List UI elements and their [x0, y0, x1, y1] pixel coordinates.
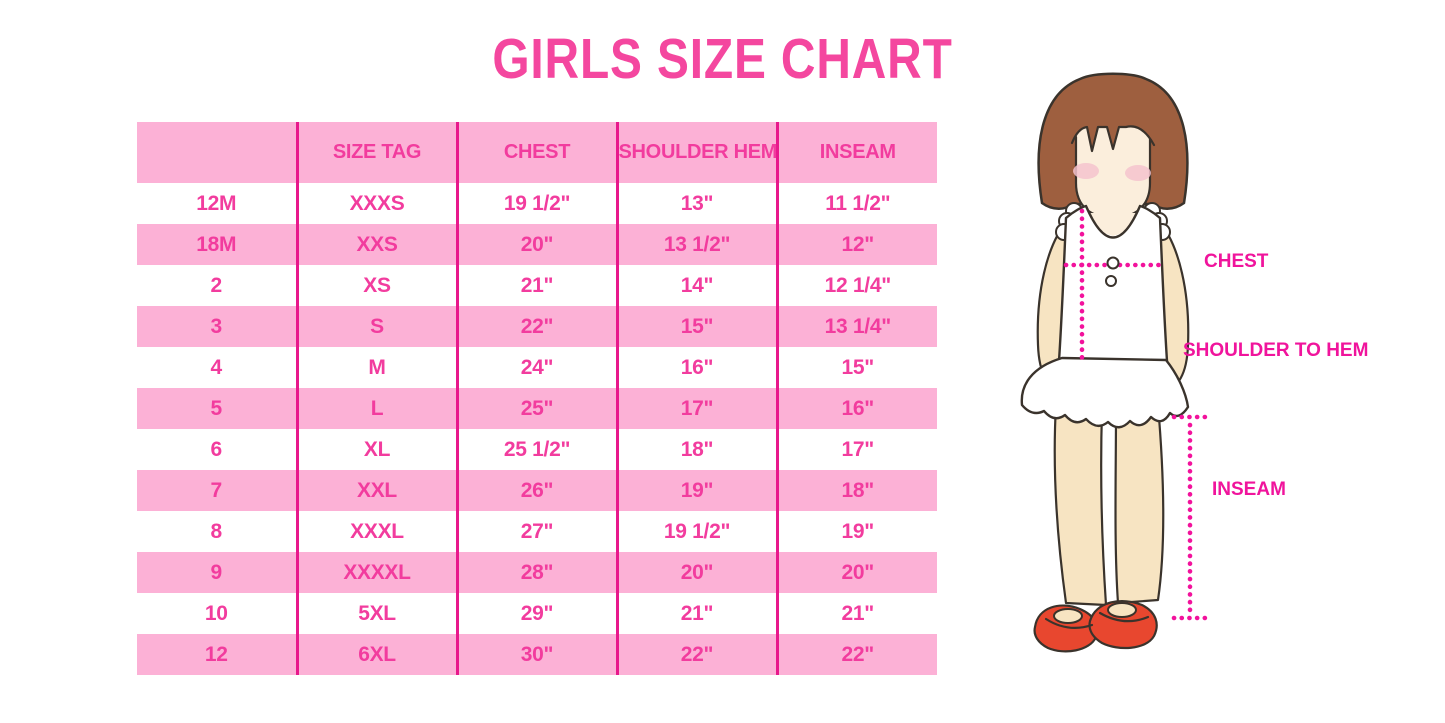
- cell-inseam: 19": [775, 511, 937, 552]
- cell-shoulder-hem: 19": [615, 470, 777, 511]
- table-row: 9 XXXXL 28" 20" 20": [137, 552, 937, 593]
- cell-chest: 24": [455, 347, 617, 388]
- cell-chest: 21": [455, 265, 617, 306]
- cell-shoulder-hem: 19 1/2": [615, 511, 777, 552]
- cell-size-tag: XXS: [295, 224, 457, 265]
- cell-shoulder-hem: 22": [615, 634, 777, 675]
- cell-shoulder-hem: 16": [615, 347, 777, 388]
- chest-label: CHEST: [1204, 251, 1269, 272]
- girls-size-table: SIZE TAG CHEST SHOULDER HEM INSEAM 12M X…: [137, 122, 937, 675]
- cell-size-tag: L: [295, 388, 457, 429]
- cell-age: 12: [204, 642, 228, 666]
- table-header-row: SIZE TAG CHEST SHOULDER HEM INSEAM: [137, 122, 937, 183]
- cell-inseam: 15": [775, 347, 937, 388]
- cell-shoulder-hem: 20": [615, 552, 777, 593]
- table-row: 4 M 24" 16" 15": [137, 347, 937, 388]
- cell-age: 7: [210, 478, 223, 502]
- cell-size-tag: XS: [295, 265, 457, 306]
- top-button-1: [1106, 256, 1120, 270]
- cell-chest: 29": [455, 593, 617, 634]
- cell-size-tag: XL: [295, 429, 457, 470]
- cell-inseam: 11 1/2": [775, 183, 937, 224]
- cell-chest: 22": [455, 306, 617, 347]
- cell-shoulder-hem: 13 1/2": [615, 224, 777, 265]
- girl-blush-right: [1125, 165, 1151, 181]
- table-row: 10 5XL 29" 21" 21": [137, 593, 937, 634]
- cell-chest: 28": [455, 552, 617, 593]
- table-row: 3 S 22" 15" 13 1/4": [137, 306, 937, 347]
- cell-chest: 30": [455, 634, 617, 675]
- cell-age: 10: [204, 601, 228, 625]
- cell-age: 5: [210, 396, 223, 420]
- col-header-chest: CHEST: [455, 122, 617, 183]
- girl-leg-left: [1053, 403, 1108, 607]
- cell-shoulder-hem: 17": [615, 388, 777, 429]
- cell-shoulder-hem: 21": [615, 593, 777, 634]
- cell-age: 18M: [196, 232, 237, 256]
- table-row: 8 XXXL 27" 19 1/2" 19": [137, 511, 937, 552]
- cell-inseam: 12": [775, 224, 937, 265]
- cell-size-tag: XXL: [295, 470, 457, 511]
- cell-inseam: 12 1/4": [775, 265, 937, 306]
- cell-shoulder-hem: 14": [615, 265, 777, 306]
- cell-shoulder-hem: 15": [615, 306, 777, 347]
- cell-inseam: 18": [775, 470, 937, 511]
- cell-size-tag: 6XL: [295, 634, 457, 675]
- girl-blush-left: [1073, 163, 1099, 179]
- girl-skirt: [1020, 356, 1190, 429]
- cell-inseam: 22": [775, 634, 937, 675]
- table-row: 7 XXL 26" 19" 18": [137, 470, 937, 511]
- col-header-size-tag: SIZE TAG: [295, 122, 457, 183]
- col-header-blank: [137, 122, 297, 183]
- page-title: GIRLS SIZE CHART: [492, 27, 953, 91]
- table-row: 5 L 25" 17" 16": [137, 388, 937, 429]
- cell-inseam: 16": [775, 388, 937, 429]
- top-button-2: [1105, 275, 1117, 287]
- cell-shoulder-hem: 18": [615, 429, 777, 470]
- cell-age: 6: [210, 437, 223, 461]
- inseam-label: INSEAM: [1212, 479, 1286, 500]
- col-header-shoulder-hem: SHOULDER HEM: [615, 122, 777, 183]
- cell-inseam: 17": [775, 429, 937, 470]
- cell-shoulder-hem: 13": [615, 183, 777, 224]
- table-row: 6 XL 25 1/2" 18" 17": [137, 429, 937, 470]
- girl-shoe-right: [1088, 600, 1158, 650]
- table-row: 2 XS 21" 14" 12 1/4": [137, 265, 937, 306]
- cell-age: 12M: [196, 191, 237, 215]
- cell-age: 9: [210, 560, 223, 584]
- girl-fringe: [1072, 107, 1154, 151]
- measurement-guides: [1063, 208, 1210, 621]
- table-row: 18M XXS 20" 13 1/2" 12": [137, 224, 937, 265]
- cell-chest: 19 1/2": [455, 183, 617, 224]
- cell-age: 8: [210, 519, 223, 543]
- cell-age: 2: [210, 273, 223, 297]
- cell-age: 3: [210, 314, 223, 338]
- cell-chest: 25 1/2": [455, 429, 617, 470]
- table-row: 12M XXXS 19 1/2" 13" 11 1/2": [137, 183, 937, 224]
- table-row: 12 6XL 30" 22" 22": [137, 634, 937, 675]
- cell-size-tag: 5XL: [295, 593, 457, 634]
- cell-chest: 26": [455, 470, 617, 511]
- col-header-inseam: INSEAM: [775, 122, 937, 183]
- shoulder-to-hem-label: SHOULDER TO HEM: [1183, 340, 1369, 361]
- cell-size-tag: XXXL: [295, 511, 457, 552]
- cell-age: 4: [210, 355, 223, 379]
- cell-size-tag: XXXS: [295, 183, 457, 224]
- cell-inseam: 21": [775, 593, 937, 634]
- cell-inseam: 20": [775, 552, 937, 593]
- cell-chest: 27": [455, 511, 617, 552]
- cell-chest: 25": [455, 388, 617, 429]
- cell-chest: 20": [455, 224, 617, 265]
- cell-size-tag: XXXXL: [295, 552, 457, 593]
- cell-size-tag: S: [295, 306, 457, 347]
- cell-size-tag: M: [295, 347, 457, 388]
- girl-leg-right: [1114, 403, 1165, 605]
- cell-inseam: 13 1/4": [775, 306, 937, 347]
- girl-figure-illustration: [1020, 72, 1210, 653]
